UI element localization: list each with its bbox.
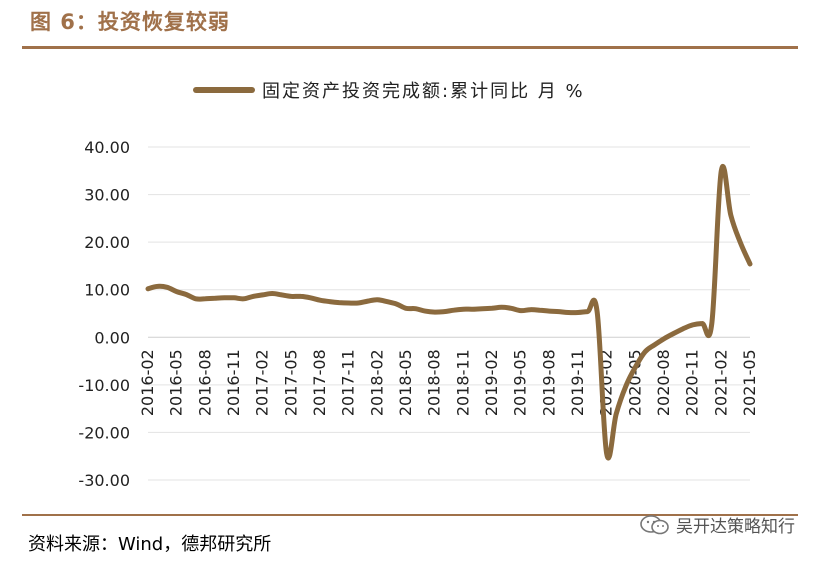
y-tick-label: 30.00 bbox=[84, 186, 130, 205]
figure-title: 图 6：投资恢复较弱 bbox=[30, 10, 230, 34]
wechat-icon bbox=[640, 514, 669, 534]
x-tick-label: 2018-02 bbox=[367, 349, 386, 416]
top-divider bbox=[22, 46, 798, 49]
x-tick-label: 2019-05 bbox=[511, 349, 530, 416]
chart-legend: 固定资产投资完成额:累计同比 月 % bbox=[193, 81, 585, 102]
y-tick-label: 10.00 bbox=[84, 281, 130, 300]
grid-lines bbox=[148, 146, 750, 481]
y-tick-label: -10.00 bbox=[78, 376, 130, 395]
x-tick-label: 2019-02 bbox=[482, 349, 501, 416]
x-tick-label: 2021-02 bbox=[711, 349, 730, 416]
y-tick-label: -30.00 bbox=[78, 471, 130, 490]
x-tick-label: 2016-08 bbox=[195, 349, 214, 416]
series-line-fixed-asset-investment bbox=[145, 164, 753, 461]
watermark-text: 吴开达策略知行 bbox=[676, 517, 795, 537]
bottom-divider bbox=[22, 514, 798, 516]
x-tick-label: 2018-08 bbox=[425, 349, 444, 416]
y-tick-label: 0.00 bbox=[94, 328, 130, 347]
x-tick-label: 2017-08 bbox=[310, 349, 329, 416]
x-tick-label: 2016-11 bbox=[224, 349, 243, 416]
y-tick-label: 20.00 bbox=[84, 233, 130, 252]
source-note: 资料来源：Wind，德邦研究所 bbox=[28, 534, 272, 555]
x-tick-label: 2019-08 bbox=[539, 349, 558, 416]
x-tick-label: 2017-11 bbox=[339, 349, 358, 416]
y-axis-ticks: 40.00 30.00 20.00 10.00 0.00 -10.00 -20.00 -30.… bbox=[78, 138, 130, 490]
x-tick-label: 2016-02 bbox=[138, 349, 157, 416]
y-tick-label: 40.00 bbox=[84, 138, 130, 157]
x-tick-label: 2017-05 bbox=[281, 349, 300, 416]
x-tick-label: 2020-11 bbox=[683, 349, 702, 416]
x-tick-label: 2020-05 bbox=[625, 349, 644, 416]
legend-label: 固定资产投资完成额:累计同比 月 % bbox=[262, 81, 585, 102]
y-tick-label: -20.00 bbox=[78, 423, 130, 442]
x-tick-label: 2018-05 bbox=[396, 349, 415, 416]
x-tick-label: 2018-11 bbox=[453, 349, 472, 416]
line-chart: 固定资产投资完成额:累计同比 月 % 40.00 30.00 20.00 10.00 0… bbox=[78, 81, 759, 490]
x-tick-label: 2020-08 bbox=[654, 349, 673, 416]
series-lines bbox=[145, 164, 753, 461]
x-axis-ticks: 2016-02 2016-05 2016-08 2016-11 2017-02 2017-… bbox=[138, 349, 759, 416]
x-tick-label: 2017-02 bbox=[253, 349, 272, 416]
x-tick-label: 2016-05 bbox=[167, 349, 186, 416]
x-tick-label: 2021-05 bbox=[740, 349, 759, 416]
x-tick-label: 2019-11 bbox=[568, 349, 587, 416]
watermark: 吴开达策略知行 bbox=[640, 512, 795, 537]
